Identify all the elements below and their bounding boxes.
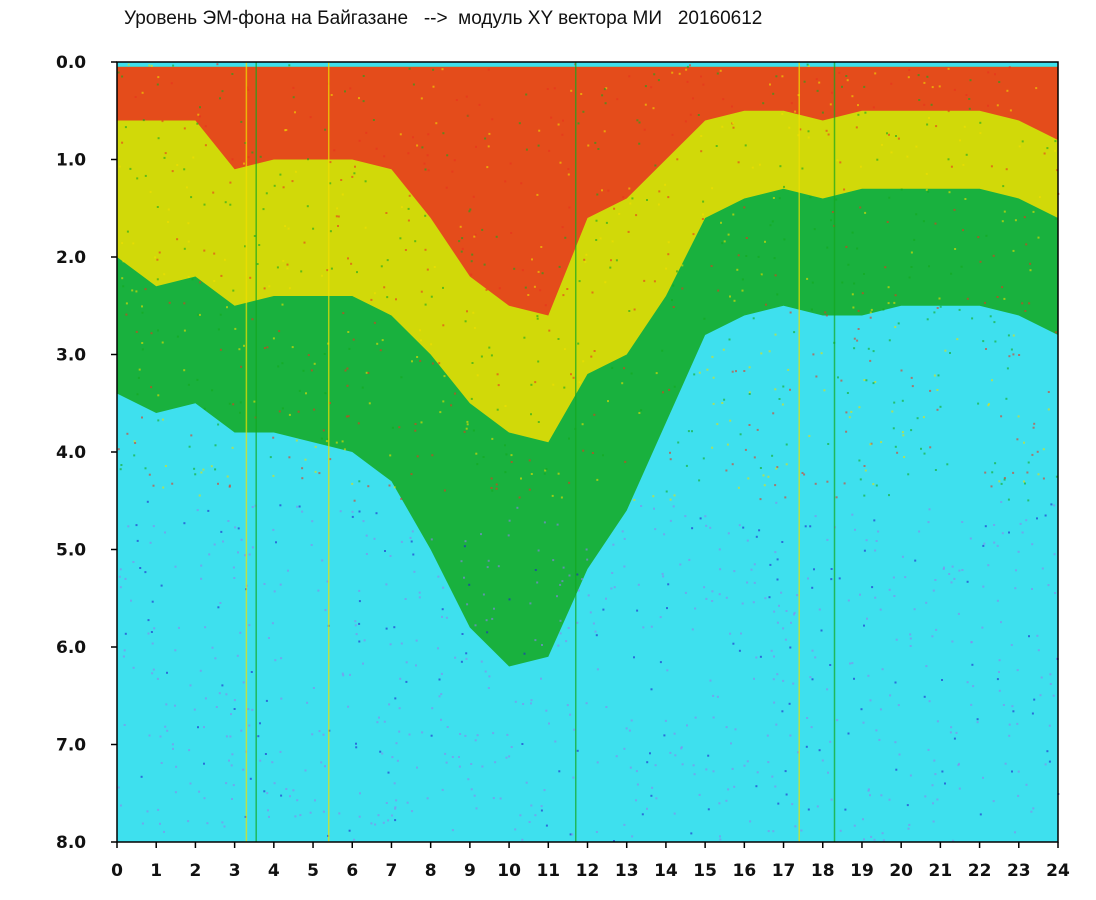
y-tick-label: 0.0	[56, 53, 86, 73]
x-tick-label: 8	[425, 861, 437, 881]
x-tick-label: 16	[732, 861, 756, 881]
y-tick-label: 6.0	[56, 638, 86, 658]
x-tick-label: 23	[1007, 861, 1031, 881]
x-tick-label: 22	[968, 861, 992, 881]
x-tick-label: 18	[811, 861, 835, 881]
x-tick-label: 9	[464, 861, 476, 881]
x-tick-label: 6	[346, 861, 358, 881]
speckle-layer	[117, 63, 1060, 842]
band-red	[117, 66, 1058, 316]
x-tick-label: 24	[1046, 861, 1070, 881]
band-yellow	[117, 66, 1058, 443]
x-tick-label: 10	[497, 861, 521, 881]
x-tick-label: 2	[189, 861, 201, 881]
y-tick-label: 1.0	[56, 151, 86, 171]
y-tick-label: 5.0	[56, 541, 86, 561]
x-tick-label: 15	[693, 861, 717, 881]
x-tick-label: 12	[576, 861, 600, 881]
y-tick-label: 2.0	[56, 248, 86, 268]
x-tick-label: 14	[654, 861, 678, 881]
x-tick-label: 20	[889, 861, 913, 881]
x-tick-label: 4	[268, 861, 280, 881]
x-tick-label: 1	[150, 861, 162, 881]
x-tick-label: 21	[929, 861, 953, 881]
x-tick-label: 3	[229, 861, 241, 881]
x-tick-label: 7	[386, 861, 398, 881]
x-tick-label: 11	[536, 861, 560, 881]
x-tick-label: 0	[111, 861, 123, 881]
y-tick-label: 7.0	[56, 736, 86, 756]
chart-title: Уровень ЭМ-фона на Байгазане --> модуль …	[124, 8, 763, 29]
y-tick-label: 4.0	[56, 443, 86, 463]
x-tick-label: 17	[772, 861, 796, 881]
x-tick-label: 13	[615, 861, 639, 881]
x-tick-label: 5	[307, 861, 319, 881]
y-tick-label: 8.0	[56, 833, 86, 853]
y-tick-label: 3.0	[56, 346, 86, 366]
x-tick-label: 19	[850, 861, 874, 881]
